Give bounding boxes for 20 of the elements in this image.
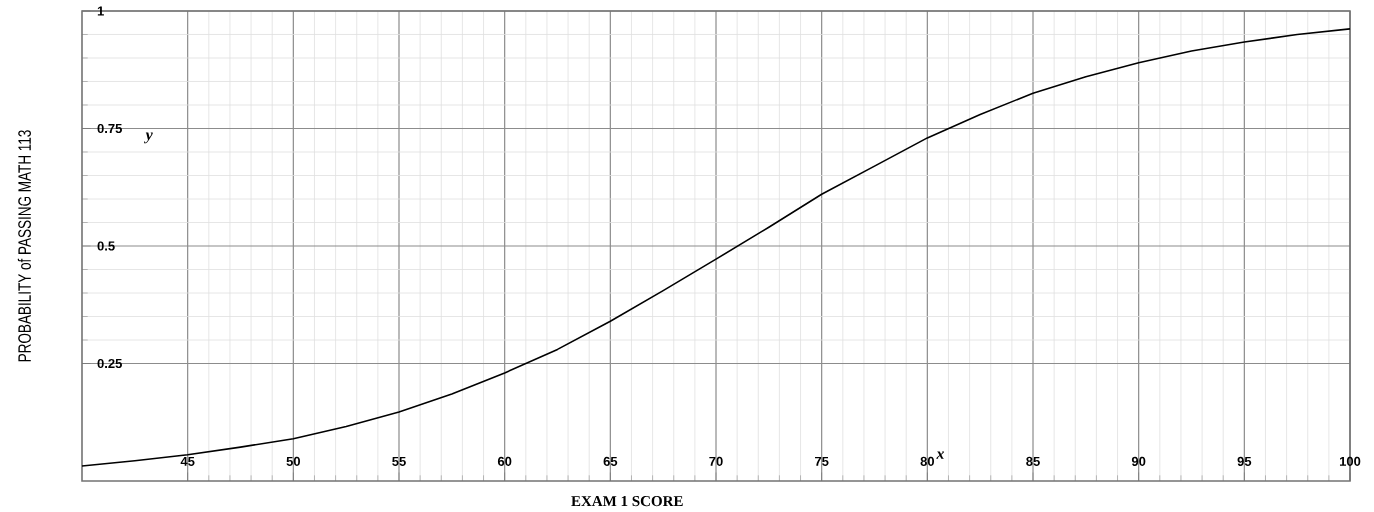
y-axis-title: PROBABILITY of PASSING MATH 113 [17,130,31,362]
y-tick-label: 0.75 [97,123,122,134]
annotation: y [144,132,153,144]
x-tick-label: 45 [180,456,195,466]
x-tick-label: 60 [497,456,512,466]
y-tick-label: 1 [97,6,104,16]
x-tick-label: 100 [1339,456,1361,466]
x-tick-label: 50 [286,456,301,466]
x-tick-label: 80 [920,456,935,466]
x-tick-label: 90 [1131,456,1146,466]
y-tick-label: 0.25 [97,358,122,369]
x-tick-label: 95 [1237,456,1252,466]
x-tick-label: 65 [603,456,618,466]
annotation: x [936,451,945,459]
y-tick-label: 0.5 [97,241,115,251]
x-tick-label: 75 [815,456,829,466]
x-tick-label: 55 [392,456,406,466]
x-tick-label: 70 [709,456,723,466]
x-tick-label: 85 [1026,456,1040,466]
x-axis-title: EXAM 1 SCORE [571,496,683,507]
